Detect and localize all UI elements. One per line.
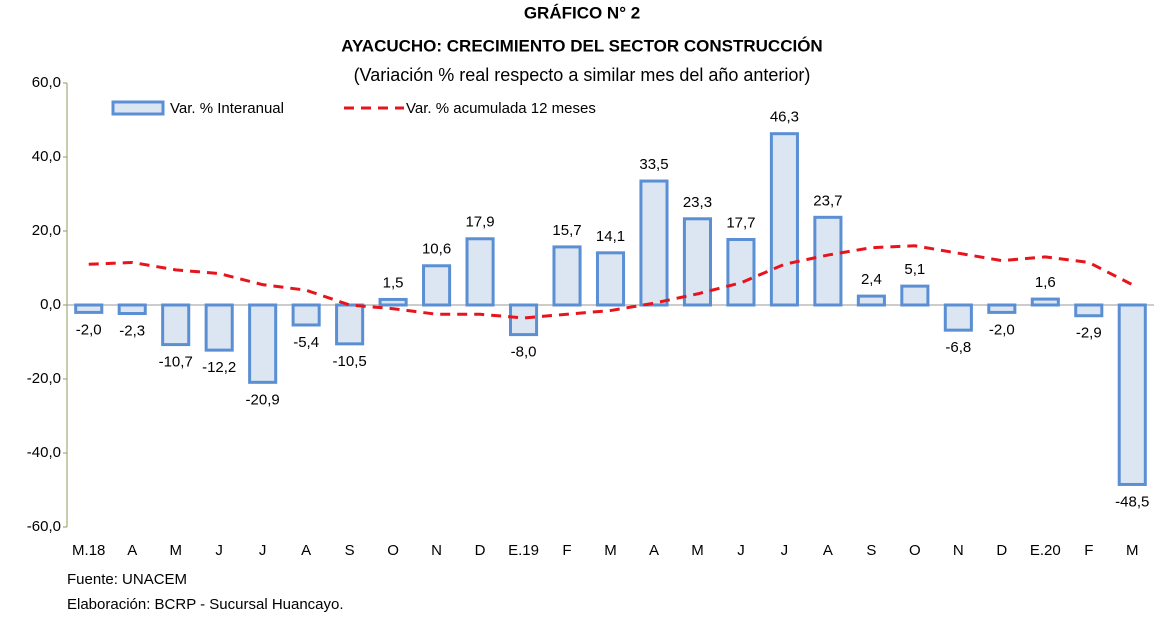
- chart-title: GRÁFICO N° 2: [524, 3, 640, 22]
- x-tick-label: A: [823, 542, 833, 559]
- x-tick-label: O: [909, 542, 921, 559]
- bar: [335, 303, 365, 346]
- bar: [900, 284, 930, 307]
- y-tick-label: -20,0: [27, 370, 61, 387]
- bar: [1030, 297, 1060, 307]
- bar: [726, 238, 756, 307]
- value-label: 14,1: [596, 228, 625, 245]
- bar: [769, 132, 799, 307]
- credit: Elaboración: BCRP - Sucursal Huancayo.: [67, 596, 344, 613]
- bar: [639, 179, 669, 307]
- bar: [74, 303, 104, 314]
- bar: [1074, 303, 1104, 318]
- value-label: -12,2: [202, 359, 236, 376]
- bar: [248, 303, 278, 384]
- x-tick-label: J: [215, 542, 223, 559]
- x-tick-label: J: [737, 542, 745, 559]
- value-label: 33,5: [639, 156, 668, 173]
- chart-note: (Variación % real respecto a similar mes…: [354, 65, 811, 85]
- bar: [682, 217, 713, 307]
- bar: [204, 303, 234, 352]
- value-label: 46,3: [770, 109, 799, 126]
- y-tick-label: 0,0: [40, 296, 61, 313]
- x-tick-label: N: [953, 542, 964, 559]
- bar: [595, 251, 626, 307]
- bar: [161, 303, 191, 347]
- bar: [813, 215, 843, 307]
- value-label: -2,9: [1076, 325, 1102, 342]
- x-tick-label: F: [562, 542, 571, 559]
- value-label: 5,1: [904, 261, 925, 278]
- value-label: -2,0: [989, 321, 1015, 338]
- x-tick-label: M: [604, 542, 617, 559]
- x-tick-label: M: [691, 542, 704, 559]
- x-tick-label: M.18: [72, 542, 105, 559]
- value-label: -2,3: [119, 322, 145, 339]
- x-tick-label: O: [387, 542, 399, 559]
- x-tick-label: M: [169, 542, 182, 559]
- x-tick-label: D: [475, 542, 486, 559]
- x-tick-label: A: [127, 542, 137, 559]
- value-label: 17,9: [465, 214, 494, 231]
- bar: [465, 237, 495, 307]
- value-label: 23,7: [813, 192, 842, 209]
- bar: [508, 303, 539, 337]
- x-tick-label: D: [996, 542, 1007, 559]
- value-label: -48,5: [1115, 493, 1149, 510]
- value-label: -20,9: [246, 391, 280, 408]
- value-label: 1,5: [383, 274, 404, 291]
- y-tick-label: 60,0: [32, 74, 61, 91]
- bar: [552, 245, 582, 307]
- x-tick-label: S: [345, 542, 355, 559]
- value-label: 10,6: [422, 241, 451, 258]
- bar: [117, 303, 147, 316]
- y-tick-label: -40,0: [27, 444, 61, 461]
- x-tick-label: A: [301, 542, 311, 559]
- value-label: -2,0: [76, 321, 102, 338]
- value-label: -6,8: [945, 339, 971, 356]
- value-label: -5,4: [293, 334, 319, 351]
- y-tick-label: -60,0: [27, 518, 61, 535]
- y-tick-label: 40,0: [32, 148, 61, 165]
- value-label: 2,4: [861, 271, 882, 288]
- value-label: 15,7: [552, 222, 581, 239]
- value-label: -10,7: [159, 354, 193, 371]
- bar: [422, 264, 452, 307]
- legend-swatch: [111, 100, 165, 116]
- x-tick-label: E.20: [1030, 542, 1061, 559]
- value-label: 1,6: [1035, 274, 1056, 291]
- bar: [987, 303, 1017, 314]
- legend-label: Var. % Interanual: [170, 100, 284, 117]
- value-label: -8,0: [511, 344, 537, 361]
- x-tick-label: J: [259, 542, 267, 559]
- x-tick-label: A: [649, 542, 659, 559]
- x-tick-label: E.19: [508, 542, 539, 559]
- chart-subtitle: AYACUCHO: CRECIMIENTO DEL SECTOR CONSTRU…: [341, 36, 822, 55]
- bar: [291, 303, 321, 327]
- y-tick-label: 20,0: [32, 222, 61, 239]
- bar: [378, 297, 408, 307]
- x-tick-label: S: [866, 542, 876, 559]
- source: Fuente: UNACEM: [67, 571, 187, 588]
- line: [88, 244, 1133, 320]
- bar: [943, 303, 973, 332]
- value-label: 17,7: [726, 214, 755, 231]
- value-label: -10,5: [333, 353, 367, 370]
- legend-label: Var. % acumulada 12 meses: [406, 100, 596, 117]
- x-tick-label: J: [781, 542, 789, 559]
- value-label: 23,3: [683, 194, 712, 211]
- x-tick-label: M: [1126, 542, 1139, 559]
- bar: [856, 294, 886, 307]
- bar: [1117, 303, 1147, 486]
- x-tick-label: N: [431, 542, 442, 559]
- x-tick-label: F: [1084, 542, 1093, 559]
